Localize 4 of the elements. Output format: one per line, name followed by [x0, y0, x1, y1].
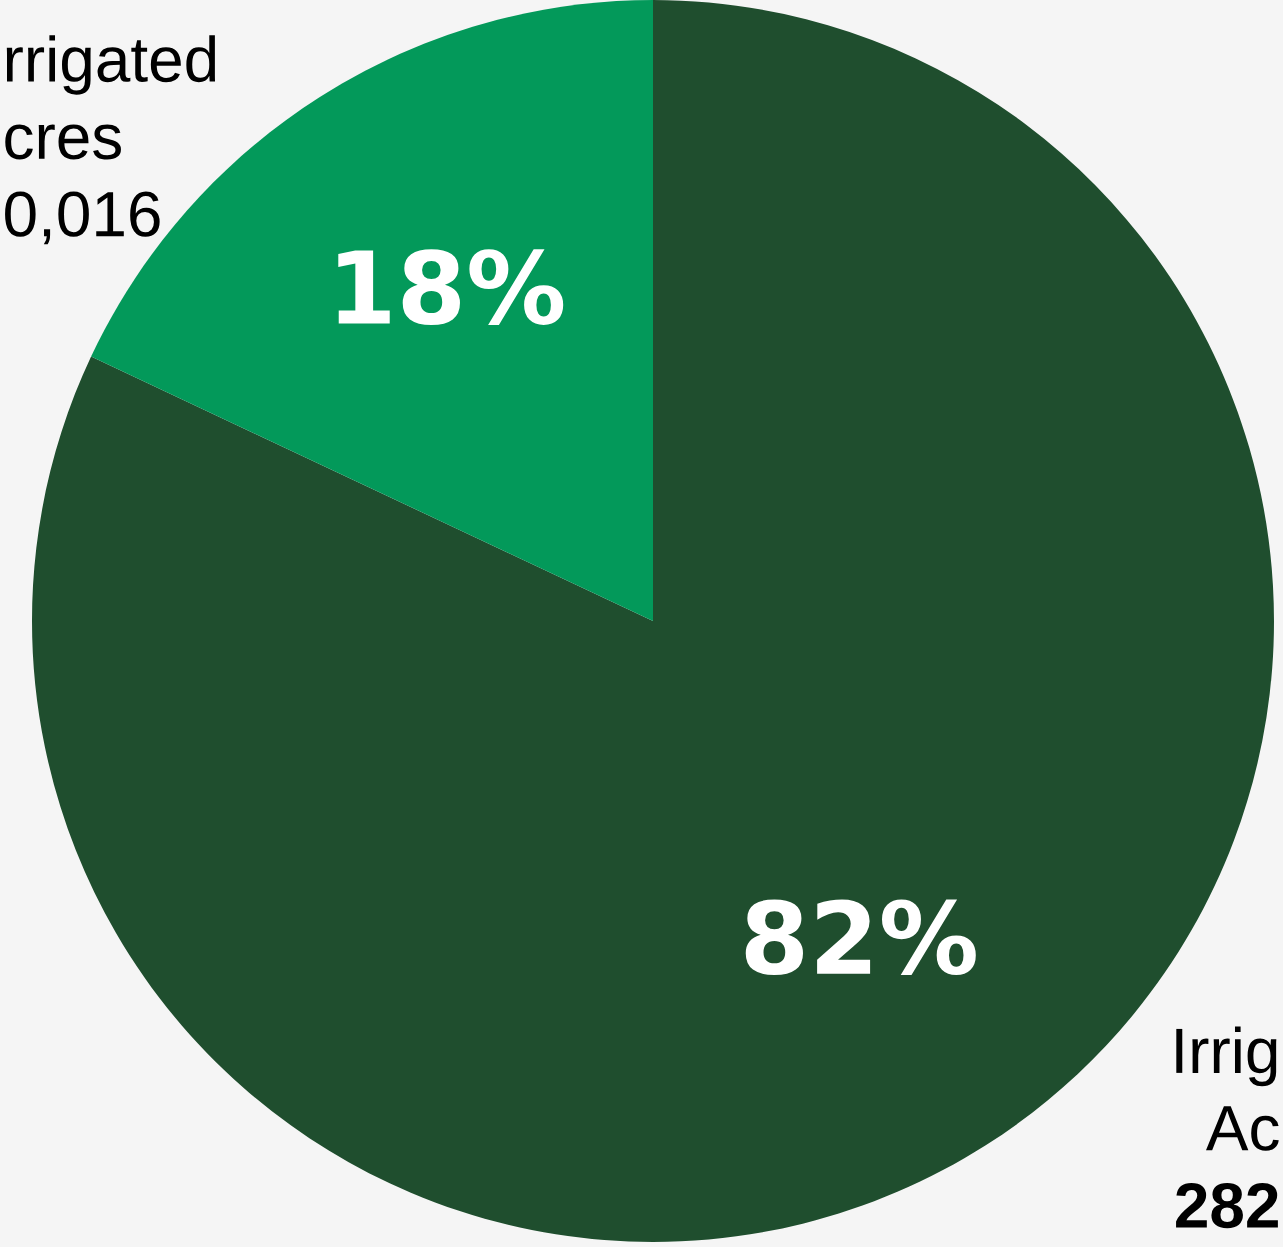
- slice-label: rrigated cres 0,016: [5, 35, 216, 245]
- data-label: 18%: [338, 249, 564, 325]
- slice-label: Irrig Ac 282: [1176, 1026, 1279, 1229]
- data-label: 82%: [745, 899, 976, 976]
